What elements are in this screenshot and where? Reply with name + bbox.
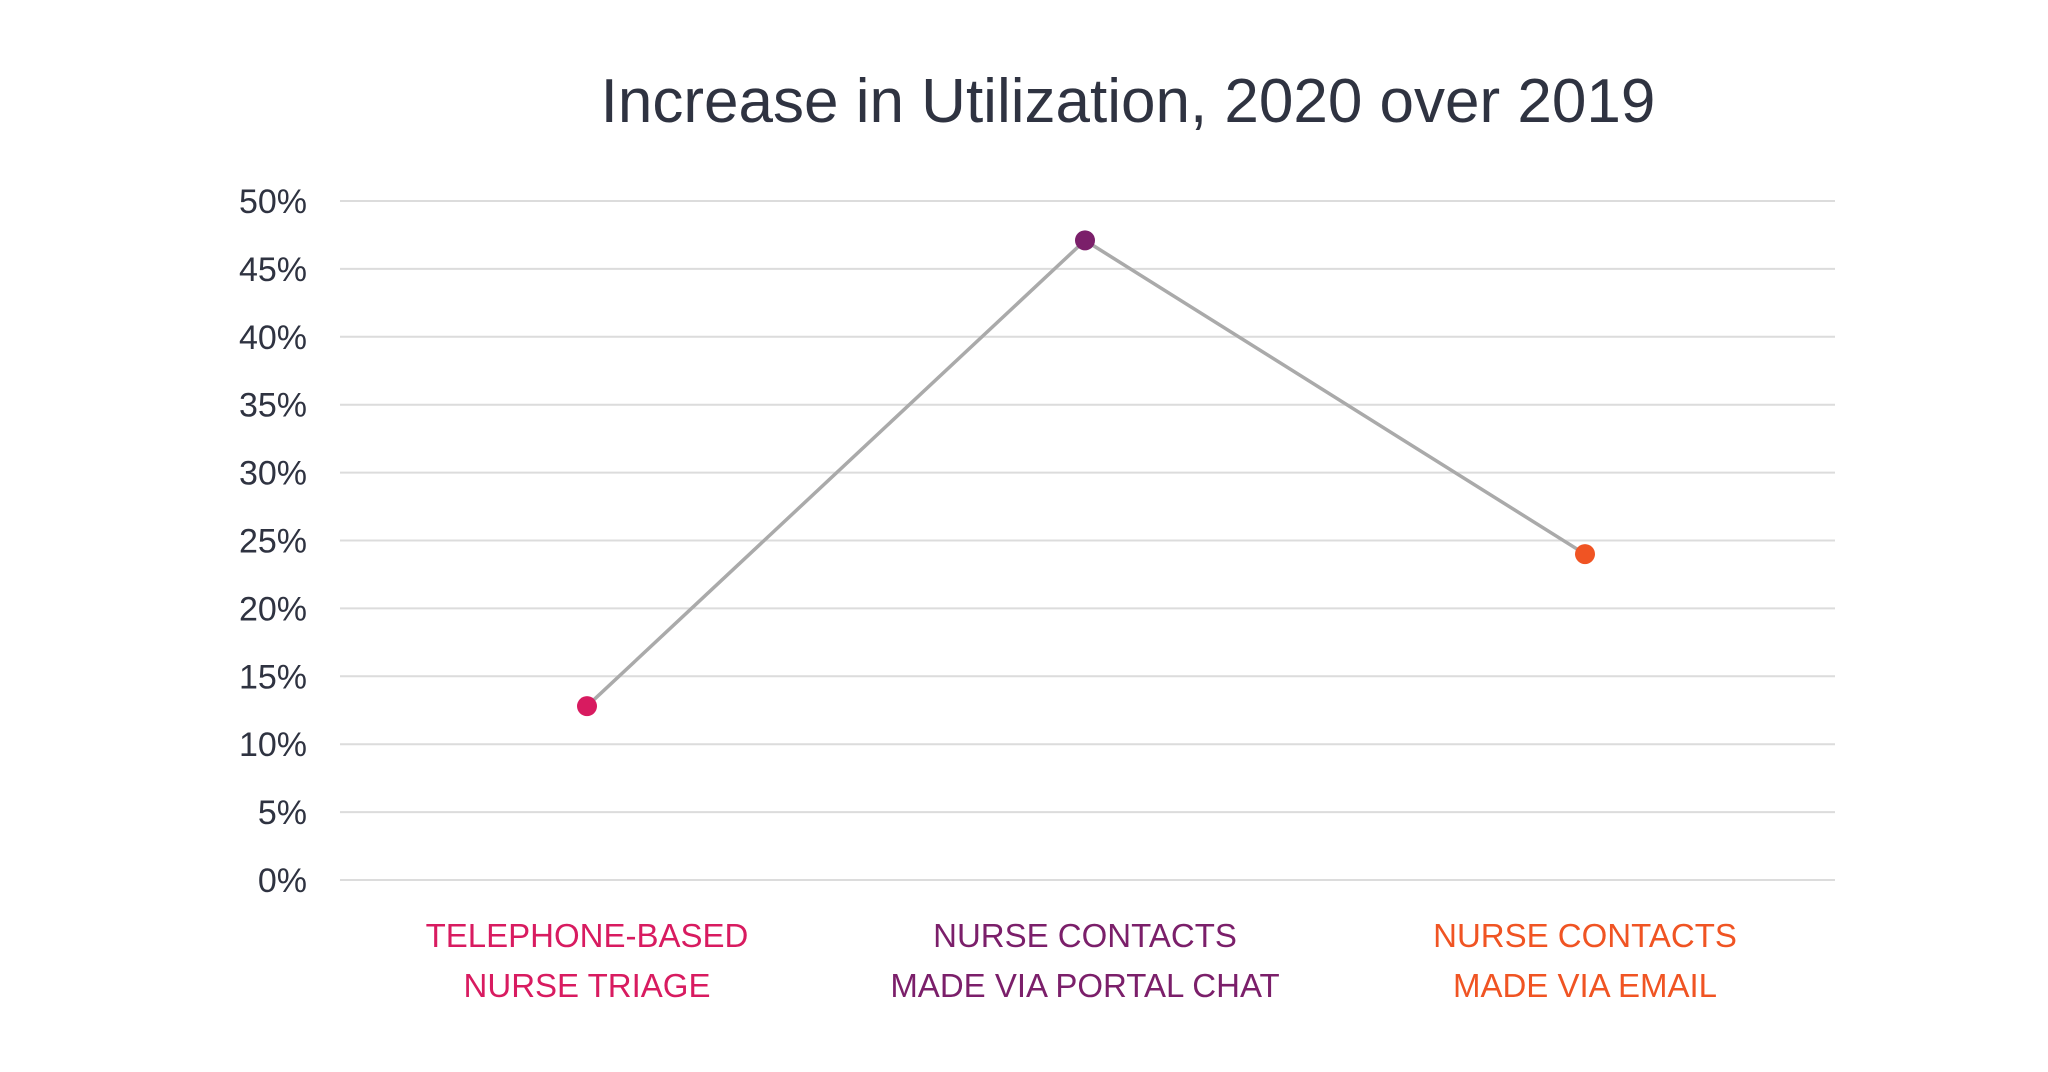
category-label-line: NURSE TRIAGE — [464, 967, 711, 1004]
x-axis-categories: TELEPHONE-BASED NURSE TRIAGE NURSE CONTACT… — [426, 917, 1737, 1004]
data-point — [577, 696, 597, 717]
category-label-line: NURSE CONTACTS — [933, 917, 1237, 954]
data-points — [577, 230, 1595, 717]
category-label-line: TELEPHONE-BASED — [426, 917, 749, 954]
y-axis-ticks: 50% 45% 40% 35% 30% 25% 20% 15% 10% 5% 0% — [239, 183, 307, 900]
data-point — [1575, 544, 1595, 565]
y-tick-label: 50% — [239, 183, 307, 221]
y-tick-label: 0% — [258, 862, 307, 900]
chart-title: Increase in Utilization, 2020 over 2019 — [601, 67, 1656, 136]
gridlines — [340, 200, 1835, 881]
category-label: NURSE CONTACTS MADE VIA PORTAL CHAT — [890, 917, 1279, 1004]
data-point — [1075, 230, 1095, 251]
y-tick-label: 10% — [239, 726, 307, 764]
y-tick-label: 30% — [239, 455, 307, 493]
y-tick-label: 45% — [239, 251, 307, 289]
category-label-line: MADE VIA EMAIL — [1453, 967, 1717, 1004]
category-label-line: NURSE CONTACTS — [1433, 917, 1737, 954]
y-tick-label: 15% — [239, 658, 307, 696]
y-tick-label: 25% — [239, 523, 307, 561]
y-tick-label: 35% — [239, 387, 307, 425]
category-label: NURSE CONTACTS MADE VIA EMAIL — [1433, 917, 1737, 1004]
category-label: TELEPHONE-BASED NURSE TRIAGE — [426, 917, 749, 1004]
y-tick-label: 20% — [239, 590, 307, 628]
y-tick-label: 40% — [239, 319, 307, 357]
category-label-line: MADE VIA PORTAL CHAT — [890, 967, 1279, 1004]
y-tick-label: 5% — [258, 794, 307, 832]
